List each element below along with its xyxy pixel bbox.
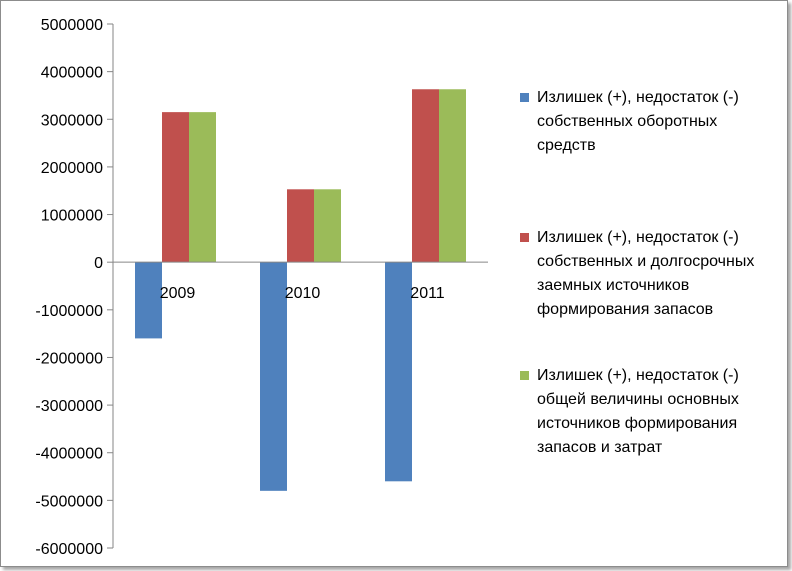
y-tick-label: 2000000 xyxy=(41,160,103,177)
y-ticks: 5000000 4000000 3000000 2000000 1000000 0 -100… xyxy=(35,17,113,558)
bar-series1-2009 xyxy=(135,262,162,339)
y-tick-label: -5000000 xyxy=(35,493,103,510)
legend-item-1: Излишек (+), недостаток (-) собственных … xyxy=(520,86,773,158)
bar-series3-2010 xyxy=(314,189,341,263)
legend-item-3: Излишек (+), недостаток (-) общей величи… xyxy=(520,364,769,460)
y-tick-label: 1000000 xyxy=(41,208,103,225)
bar-series2-2010 xyxy=(287,189,314,263)
x-categories: 2009 2010 2011 xyxy=(160,285,445,302)
bar-series1-2011 xyxy=(385,262,412,482)
bar-series3-2009 xyxy=(189,112,216,263)
bar-series1-2010 xyxy=(260,262,287,491)
category-label-2010: 2010 xyxy=(285,285,321,302)
legend-label-2: Излишек (+), недостаток (-) собственных … xyxy=(537,229,755,318)
bar-series2-2011 xyxy=(412,89,439,263)
y-tick-label: -1000000 xyxy=(35,303,103,320)
y-tick-label: -4000000 xyxy=(35,446,103,463)
y-tick-label: 0 xyxy=(94,255,103,272)
legend-item-2: Излишек (+), недостаток (-) собственных … xyxy=(520,226,759,322)
legend-label-3: Излишек (+), недостаток (-) общей величи… xyxy=(537,367,739,456)
y-tick-label: 4000000 xyxy=(41,65,103,82)
y-tick-label: -2000000 xyxy=(35,350,103,367)
legend-swatch-1 xyxy=(520,93,529,102)
y-tick-label: 5000000 xyxy=(41,17,103,34)
y-tick-label: -3000000 xyxy=(35,398,103,415)
legend-swatch-2 xyxy=(520,233,529,242)
bar-series2-2009 xyxy=(162,112,189,263)
bars xyxy=(135,89,466,491)
y-tick-label: -6000000 xyxy=(35,541,103,558)
category-label-2009: 2009 xyxy=(160,285,196,302)
legend-label-1: Излишек (+), недостаток (-) собственных … xyxy=(537,89,739,154)
category-label-2011: 2011 xyxy=(410,285,445,302)
legend-swatch-3 xyxy=(520,371,529,380)
bar-series3-2011 xyxy=(439,89,466,263)
y-tick-label: 3000000 xyxy=(41,112,103,129)
